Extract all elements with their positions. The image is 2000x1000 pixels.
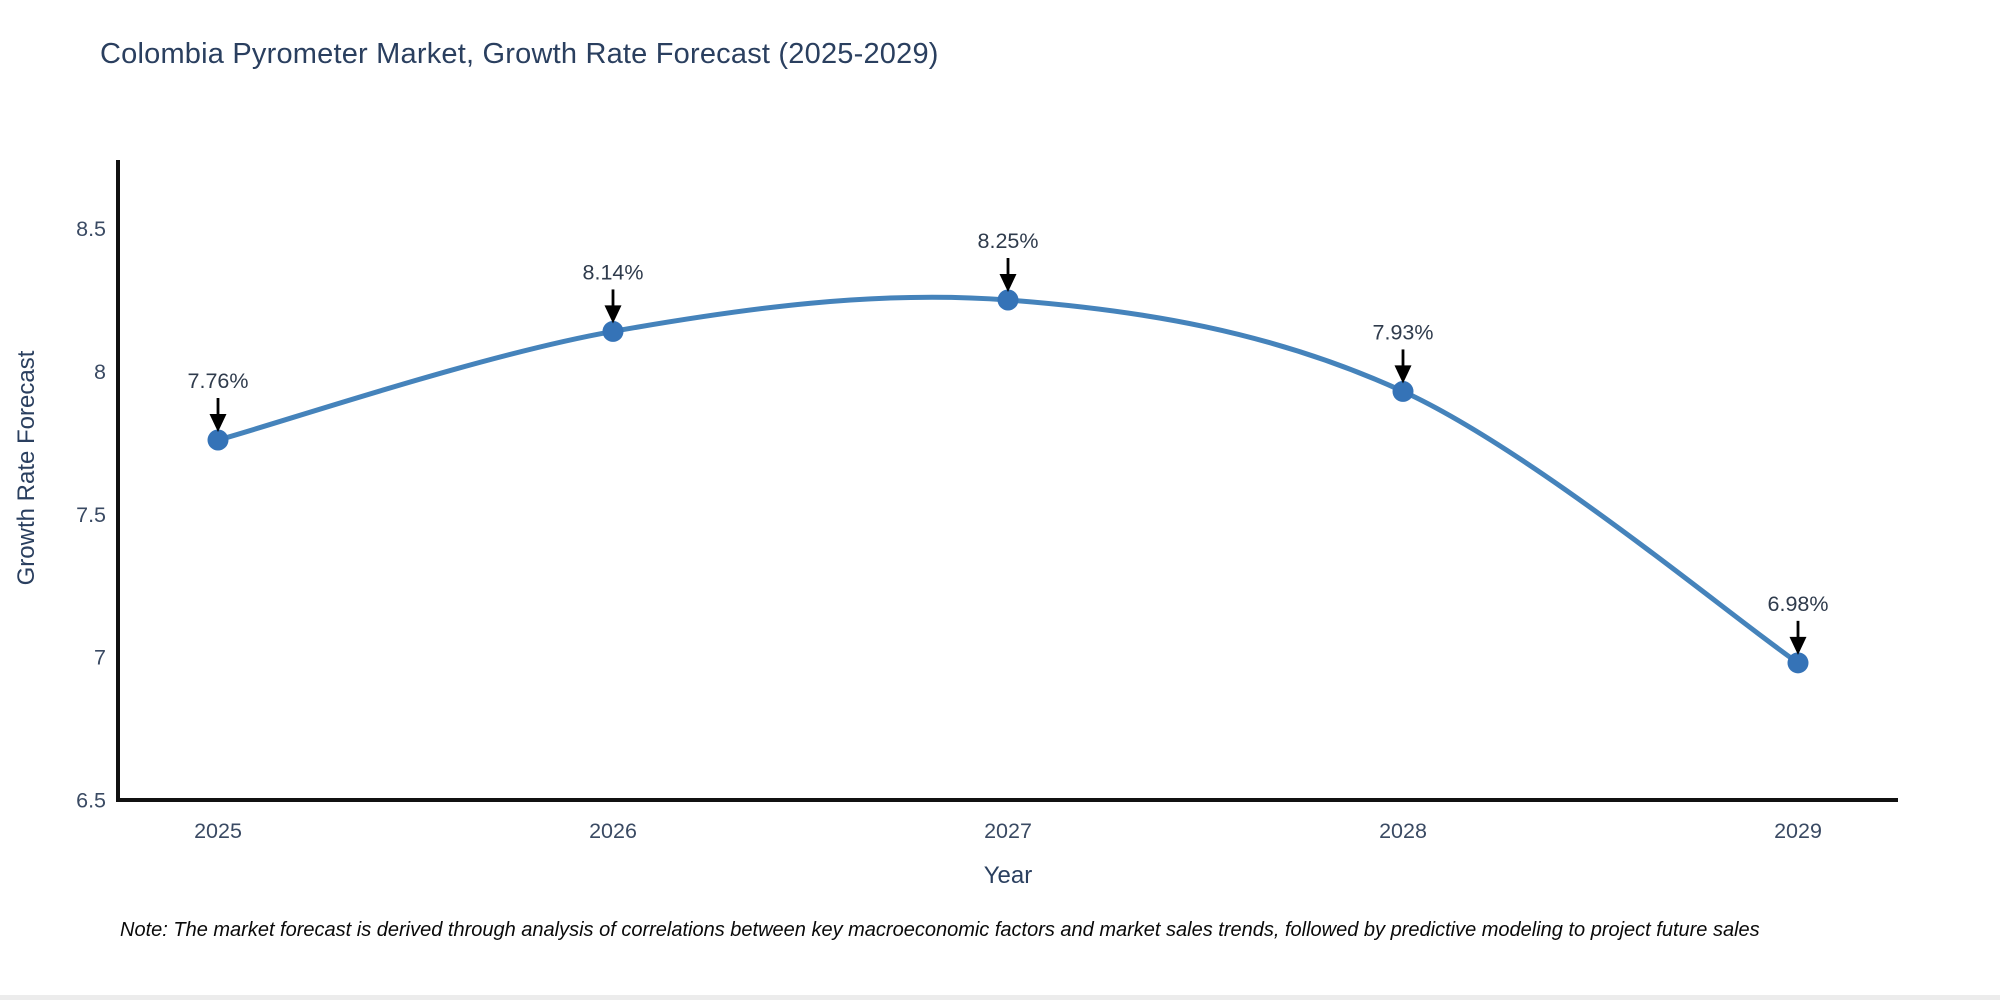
x-axis-tick-label: 2025 <box>194 819 242 843</box>
footnote: Note: The market forecast is derived thr… <box>120 919 1760 941</box>
annotation-arrowhead <box>209 414 227 432</box>
annotation-arrowhead <box>1789 636 1807 655</box>
point-value-label: 6.98% <box>1768 592 1829 616</box>
point-value-label: 7.93% <box>1373 320 1434 344</box>
line-series <box>215 294 1801 666</box>
data-point-marker <box>1392 380 1414 402</box>
point-value-label: 7.76% <box>188 369 249 393</box>
y-axis-tick-label: 8 <box>94 360 106 384</box>
x-axis-tick-label: 2028 <box>1379 819 1427 843</box>
y-axis-tick-label: 6.5 <box>76 789 106 813</box>
annotation-arrowhead <box>604 305 622 324</box>
y-axis-tick-label: 7 <box>94 646 106 670</box>
bottom-strip <box>0 995 2000 1000</box>
x-axis-tick-label: 2029 <box>1774 819 1822 843</box>
annotation-arrowhead <box>1394 365 1412 384</box>
y-axis-title: Growth Rate Forecast <box>13 350 40 586</box>
x-axis-tick-label: 2027 <box>984 819 1032 843</box>
x-axis-title: Year <box>983 862 1033 889</box>
data-point-marker <box>1787 652 1809 674</box>
y-axis-tick-label: 7.5 <box>76 503 106 527</box>
point-value-label: 8.25% <box>978 229 1039 253</box>
annotation-arrowhead <box>999 274 1017 292</box>
data-point-marker <box>207 429 229 451</box>
data-point-marker <box>997 289 1019 311</box>
data-point-marker <box>602 320 624 342</box>
x-axis-tick-label: 2026 <box>589 819 637 843</box>
chart-title: Colombia Pyrometer Market, Growth Rate F… <box>100 38 939 70</box>
point-value-label: 8.14% <box>583 260 644 284</box>
y-axis-tick-label: 8.5 <box>76 217 106 241</box>
